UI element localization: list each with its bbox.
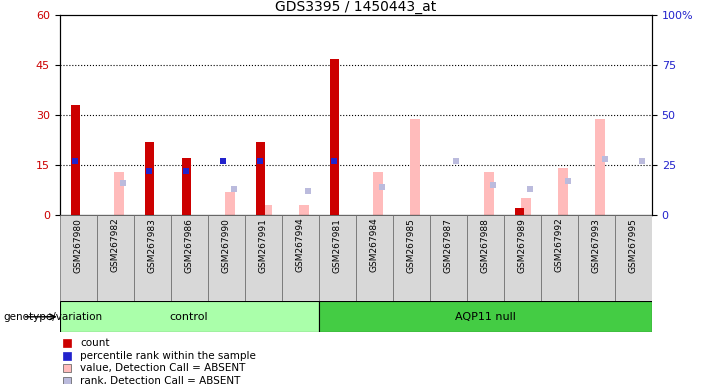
Bar xyxy=(515,209,524,215)
Text: GSM267986: GSM267986 xyxy=(184,218,193,273)
Bar xyxy=(207,215,245,301)
Bar xyxy=(225,192,235,215)
Bar xyxy=(299,205,309,215)
Text: GSM267991: GSM267991 xyxy=(259,218,268,273)
Bar xyxy=(60,215,97,301)
Bar xyxy=(430,215,467,301)
Bar xyxy=(558,169,569,215)
Bar xyxy=(541,215,578,301)
Bar xyxy=(60,301,319,332)
Text: GSM267982: GSM267982 xyxy=(111,218,120,272)
Bar xyxy=(521,199,531,215)
Bar xyxy=(467,215,504,301)
Text: GSM267989: GSM267989 xyxy=(518,218,527,273)
Bar xyxy=(245,215,282,301)
Bar xyxy=(282,215,319,301)
Text: GSM267983: GSM267983 xyxy=(148,218,156,273)
Bar xyxy=(373,172,383,215)
Text: GSM267994: GSM267994 xyxy=(296,218,305,272)
Title: GDS3395 / 1450443_at: GDS3395 / 1450443_at xyxy=(275,0,437,14)
Bar xyxy=(484,172,494,215)
Text: GSM267992: GSM267992 xyxy=(555,218,564,272)
Text: GSM267995: GSM267995 xyxy=(629,218,638,273)
Bar xyxy=(393,215,430,301)
Text: rank, Detection Call = ABSENT: rank, Detection Call = ABSENT xyxy=(81,376,240,384)
Text: GSM267984: GSM267984 xyxy=(369,218,379,272)
Bar xyxy=(504,215,541,301)
Text: GSM267980: GSM267980 xyxy=(74,218,83,273)
Bar xyxy=(319,301,652,332)
Text: count: count xyxy=(81,338,110,348)
Text: control: control xyxy=(170,312,208,322)
Bar xyxy=(595,119,605,215)
Text: AQP11 null: AQP11 null xyxy=(455,312,516,322)
Bar xyxy=(319,215,355,301)
Text: GSM267985: GSM267985 xyxy=(407,218,416,273)
Bar xyxy=(256,142,265,215)
Text: value, Detection Call = ABSENT: value, Detection Call = ABSENT xyxy=(81,363,245,373)
Bar xyxy=(170,215,207,301)
Bar xyxy=(578,215,615,301)
Bar xyxy=(615,215,652,301)
Text: GSM267987: GSM267987 xyxy=(444,218,453,273)
Bar xyxy=(134,215,170,301)
Bar xyxy=(261,205,272,215)
Text: GSM267993: GSM267993 xyxy=(592,218,601,273)
Bar xyxy=(329,59,339,215)
Text: percentile rank within the sample: percentile rank within the sample xyxy=(81,351,256,361)
Text: genotype/variation: genotype/variation xyxy=(4,312,102,322)
Text: GSM267990: GSM267990 xyxy=(222,218,231,273)
Bar xyxy=(182,159,191,215)
Bar xyxy=(355,215,393,301)
Bar xyxy=(71,105,80,215)
Text: GSM267988: GSM267988 xyxy=(481,218,490,273)
Bar xyxy=(144,142,154,215)
Bar xyxy=(97,215,134,301)
Bar xyxy=(410,119,420,215)
Text: GSM267981: GSM267981 xyxy=(333,218,342,273)
Bar xyxy=(114,172,124,215)
